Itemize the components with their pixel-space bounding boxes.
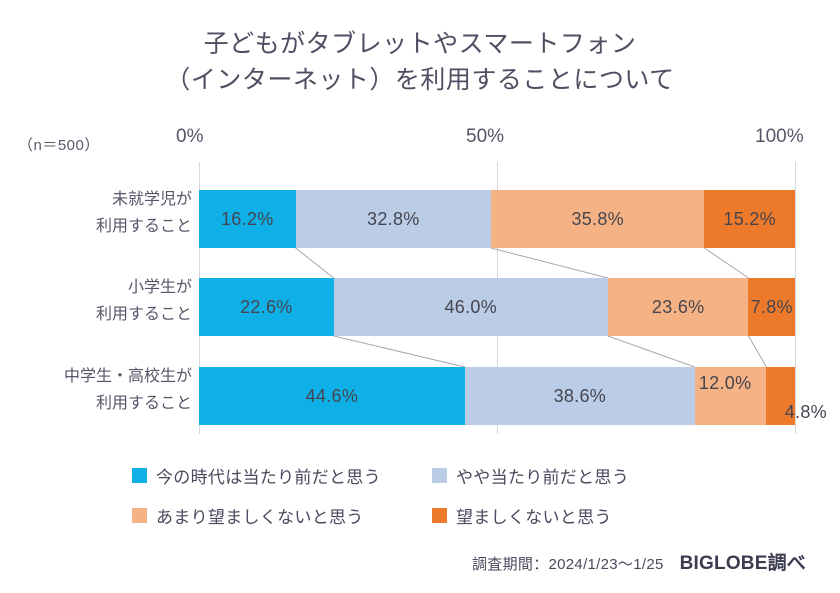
- bar-value-label: 12.0%: [698, 373, 752, 393]
- sample-size-label: （n＝500）: [18, 137, 100, 154]
- bar-segment-r2-s2: 12.0%: [694, 367, 767, 425]
- axis-tick-100: 100%: [755, 126, 804, 147]
- legend-swatch-icon: [432, 467, 447, 483]
- legend-item-0[interactable]: 今の時代は当たり前だと思う: [132, 455, 432, 495]
- bar-segment-r0-s3: 15.2%: [704, 190, 795, 248]
- bar-value-label: 22.6%: [240, 296, 293, 317]
- bar-value-label: 44.6%: [305, 385, 359, 406]
- page-title: 子どもがタブレットやスマートフォン （インターネット）を利用することについて: [165, 30, 675, 94]
- bar-value-label: 16.2%: [221, 208, 274, 229]
- bar-segment-r2-s1: 38.6%: [464, 367, 695, 425]
- legend-item-3[interactable]: 望ましくないと思う: [432, 495, 732, 535]
- bar-segment-r1-s0: 22.6%: [199, 278, 334, 336]
- bar-segment-r0-s1: 32.8%: [295, 190, 492, 248]
- bar-value-label: 23.6%: [651, 296, 705, 317]
- bar-segment-r0-s0: 16.2%: [199, 190, 296, 248]
- category-label-elementary: 小学生が 利用すること: [95, 279, 192, 323]
- bar-segment-r2-s0: 44.6%: [199, 367, 465, 425]
- legend-label: やや当たり前だと思う: [456, 467, 629, 487]
- bar-value-label: 38.6%: [553, 385, 607, 406]
- legend-item-1[interactable]: やや当たり前だと思う: [432, 455, 732, 495]
- legend-swatch-icon: [132, 467, 147, 483]
- brand-credit-label: BIGLOBE調べ: [679, 553, 806, 574]
- bar-segment-r2-s3: 4.8%: [766, 367, 827, 425]
- category-label-preschool: 未就学児が 利用すること: [95, 191, 192, 235]
- bar-segment-r1-s3: 7.8%: [748, 278, 795, 336]
- category-label-secondary: 中学生・高校生が 利用すること: [63, 368, 192, 412]
- bar-value-label: 46.0%: [444, 296, 498, 317]
- axis-tick-50: 50%: [466, 126, 505, 147]
- legend-swatch-icon: [132, 507, 147, 523]
- chart-legend: 今の時代は当たり前だと思う やや当たり前だと思うあまり望ましくないと思う 望ましくな…: [132, 455, 732, 535]
- bar-value-label: 32.8%: [367, 208, 420, 229]
- bar-value-label: 7.8%: [750, 296, 793, 317]
- footer: 調査期間：2024/1/23～1/25 BIGLOBE調べ: [472, 548, 806, 575]
- bar-segment-r0-s2: 35.8%: [491, 190, 705, 248]
- axis-tick-0: 0%: [176, 126, 204, 147]
- plot-area: 16.2% 32.8% 35.8% 15.2% 22.6% 46.0% 23.6% 7.8%…: [199, 162, 827, 434]
- legend-label: あまり望ましくないと思う: [156, 507, 364, 527]
- legend-label: 今の時代は当たり前だと思う: [156, 467, 381, 487]
- survey-period-label: 調査期間：2024/1/23～1/25: [472, 556, 664, 573]
- legend-swatch-icon: [432, 507, 447, 523]
- bar-value-label: 15.2%: [723, 208, 776, 229]
- table-row: 16.2% 32.8% 35.8% 15.2%: [199, 190, 795, 248]
- bar-value-label: 35.8%: [571, 208, 624, 229]
- legend-item-2[interactable]: あまり望ましくないと思う: [132, 495, 432, 535]
- gridline-100: [795, 162, 796, 434]
- bar-segment-r1-s2: 23.6%: [607, 278, 749, 336]
- legend-label: 望ましくないと思う: [456, 507, 612, 527]
- bar-value-label: 4.8%: [784, 402, 827, 422]
- bar-segment-r1-s1: 46.0%: [333, 278, 608, 336]
- table-row: 22.6% 46.0% 23.6% 7.8%: [199, 278, 795, 336]
- table-row: 44.6% 38.6% 12.0% 4.8%: [199, 367, 827, 425]
